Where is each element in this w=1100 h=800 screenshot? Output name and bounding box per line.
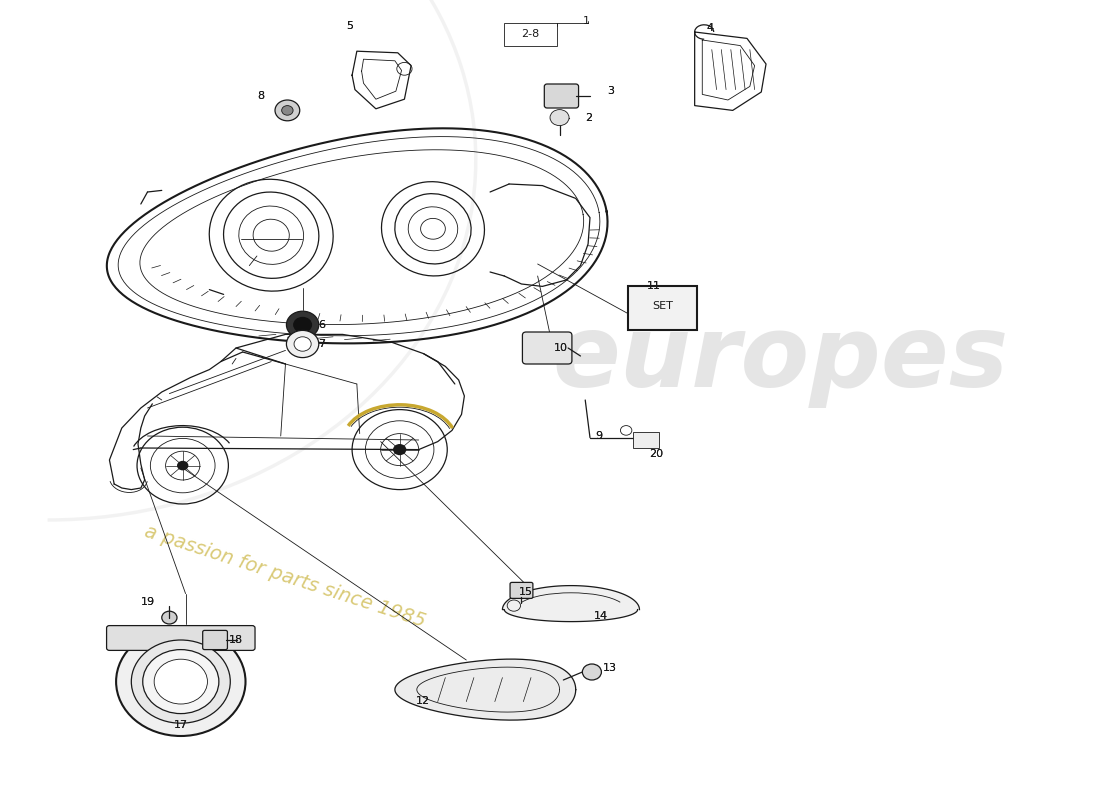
Text: 10: 10 (553, 343, 568, 353)
Text: 13: 13 (603, 663, 617, 673)
Text: 4: 4 (706, 23, 713, 33)
Text: 2: 2 (585, 114, 593, 123)
Text: 20: 20 (649, 450, 663, 459)
Text: 18: 18 (229, 635, 242, 645)
Text: 3: 3 (607, 86, 614, 96)
Circle shape (117, 627, 245, 736)
Text: 8: 8 (257, 91, 264, 101)
Circle shape (293, 317, 312, 333)
Text: 17: 17 (174, 720, 188, 730)
Text: 5: 5 (346, 21, 354, 30)
Text: 11: 11 (647, 282, 661, 291)
Text: 5: 5 (346, 21, 354, 30)
Text: 13: 13 (603, 663, 617, 673)
Text: 19: 19 (141, 597, 155, 606)
Text: 2: 2 (585, 114, 593, 123)
Text: 12: 12 (416, 696, 430, 706)
FancyBboxPatch shape (107, 626, 255, 650)
Circle shape (582, 664, 602, 680)
FancyBboxPatch shape (202, 630, 228, 650)
FancyBboxPatch shape (632, 432, 660, 448)
Text: 8: 8 (257, 91, 264, 101)
Text: 14: 14 (594, 611, 608, 621)
Text: 6: 6 (318, 320, 324, 330)
Text: 18: 18 (229, 635, 242, 645)
FancyBboxPatch shape (628, 286, 696, 330)
FancyBboxPatch shape (522, 332, 572, 364)
Text: 15: 15 (518, 587, 532, 597)
Text: 19: 19 (141, 597, 155, 606)
Circle shape (177, 461, 188, 470)
Text: 7: 7 (318, 339, 324, 349)
Text: 12: 12 (416, 696, 430, 706)
Circle shape (286, 311, 319, 338)
Text: 17: 17 (174, 720, 188, 730)
Text: a passion for parts since 1985: a passion for parts since 1985 (143, 522, 429, 630)
Bar (504, 23, 557, 46)
Circle shape (282, 106, 293, 115)
Circle shape (550, 110, 569, 126)
Text: 4: 4 (706, 23, 713, 33)
Text: 20: 20 (649, 450, 663, 459)
Polygon shape (503, 586, 639, 622)
Text: 3: 3 (607, 86, 614, 96)
Text: europes: europes (552, 311, 1009, 409)
Circle shape (286, 330, 319, 358)
Text: 2-8: 2-8 (521, 30, 540, 39)
Text: 9: 9 (596, 431, 603, 441)
Text: 10: 10 (553, 343, 568, 353)
Text: 7: 7 (318, 339, 324, 349)
Text: SET: SET (652, 301, 673, 310)
Circle shape (393, 444, 406, 455)
Circle shape (143, 650, 219, 714)
FancyBboxPatch shape (510, 582, 532, 598)
Circle shape (620, 426, 631, 435)
Text: 1: 1 (582, 16, 590, 26)
Circle shape (275, 100, 300, 121)
Polygon shape (395, 659, 575, 720)
Circle shape (154, 659, 208, 704)
Circle shape (294, 337, 311, 351)
Text: 14: 14 (594, 611, 608, 621)
Circle shape (162, 611, 177, 624)
FancyBboxPatch shape (544, 84, 579, 108)
Text: 9: 9 (596, 431, 603, 441)
Text: 15: 15 (518, 587, 532, 597)
Text: 6: 6 (318, 320, 324, 330)
Text: 11: 11 (647, 282, 661, 291)
Circle shape (131, 640, 230, 723)
